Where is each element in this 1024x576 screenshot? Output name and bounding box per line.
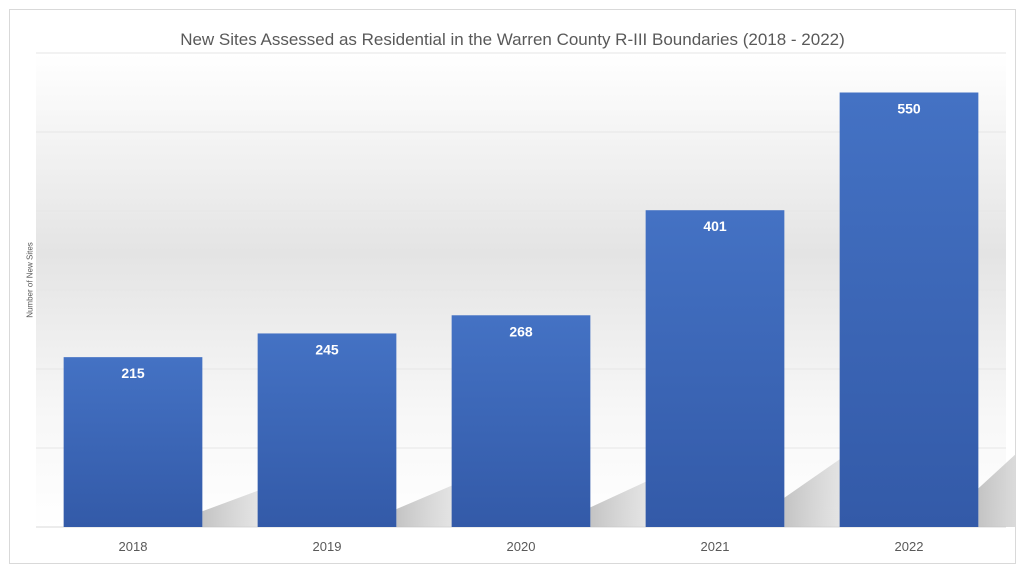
chart-title: New Sites Assessed as Residential in the…: [180, 30, 845, 49]
x-tick-label: 2019: [313, 539, 342, 554]
bar-shadow: [396, 484, 455, 527]
data-label: 401: [703, 218, 727, 234]
data-label: 550: [897, 101, 921, 117]
chart-area: New Sites Assessed as Residential in the…: [9, 9, 1016, 564]
bars: [63, 92, 979, 527]
bar-2021: [645, 210, 785, 527]
data-labels: 215 245 268 401 550: [121, 101, 921, 382]
x-tick-label: 2022: [895, 539, 924, 554]
bar-shadow: [978, 454, 1015, 527]
x-tick-label: 2018: [119, 539, 148, 554]
bar-shadow: [784, 457, 843, 527]
bar-2022: [839, 92, 979, 527]
bar-2020: [451, 315, 591, 527]
bar-2018: [63, 357, 203, 527]
bar-2019: [257, 333, 397, 527]
bar-shadows: [202, 454, 1015, 527]
data-label: 268: [509, 323, 533, 339]
x-tick-label: 2021: [701, 539, 730, 554]
bar-shadow: [590, 480, 649, 527]
data-label: 245: [315, 341, 339, 357]
x-tick-label: 2020: [507, 539, 536, 554]
plot-area: 215 245 268 401 550 2018 2019 2020 2021 2022: [36, 52, 1015, 554]
bar-shadow: [202, 489, 261, 527]
x-axis-ticks: 2018 2019 2020 2021 2022: [119, 539, 924, 554]
data-label: 215: [121, 365, 145, 381]
